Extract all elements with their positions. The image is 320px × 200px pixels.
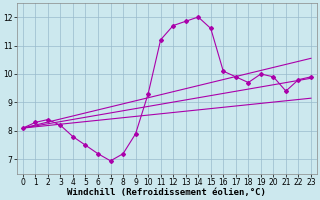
X-axis label: Windchill (Refroidissement éolien,°C): Windchill (Refroidissement éolien,°C) bbox=[68, 188, 266, 197]
